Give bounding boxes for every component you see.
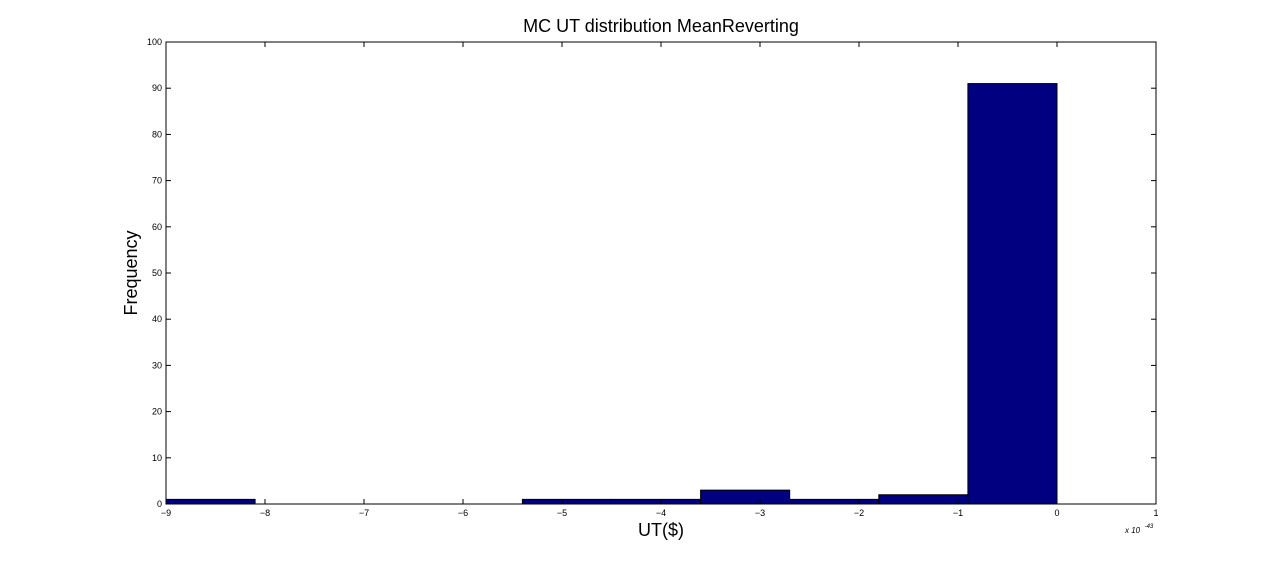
x-tick-label: −8 [260, 508, 270, 518]
y-tick-label: 90 [152, 83, 162, 93]
x-axis-exponent: x 10 -43 [1124, 520, 1154, 537]
x-tick-label: −3 [755, 508, 765, 518]
histogram-bar [878, 494, 969, 505]
chart-title: MC UT distribution MeanReverting [523, 16, 799, 36]
x-axis-exponent-power: -43 [1145, 524, 1154, 530]
x-tick-label: −1 [953, 508, 963, 518]
histogram-bar [789, 498, 880, 505]
y-axis-label: Frequency [121, 230, 141, 315]
x-tick-label: −2 [854, 508, 864, 518]
x-axis-label: UT($) [638, 520, 684, 540]
y-tick-label: 20 [152, 407, 162, 417]
x-tick-label: 1 [1153, 508, 1158, 518]
y-tick-label: 70 [152, 176, 162, 186]
x-tick-label: 0 [1054, 508, 1059, 518]
histogram-bar [967, 83, 1058, 505]
y-tick-label: 80 [152, 129, 162, 139]
y-tick-label: 60 [152, 222, 162, 232]
x-tick-label: −5 [557, 508, 567, 518]
x-tick-label: −4 [656, 508, 666, 518]
histogram-bar [700, 489, 791, 505]
histogram-bar [611, 498, 702, 505]
y-tick-label: 0 [157, 499, 162, 509]
axes-frame [165, 41, 1157, 505]
histogram-bar [165, 498, 256, 505]
y-tick-label: 10 [152, 453, 162, 463]
histogram-bar [521, 498, 613, 505]
x-tick-label: −7 [359, 508, 369, 518]
x-tick-label: −9 [161, 508, 171, 518]
x-axis-exponent-base: x 10 [1124, 526, 1141, 535]
y-tick-label: 30 [152, 360, 162, 370]
y-tick-label: 50 [152, 268, 162, 278]
bars-group [165, 83, 1058, 505]
y-tick-label: 100 [147, 37, 162, 47]
x-tick-label: −6 [458, 508, 468, 518]
y-tick-label: 40 [152, 314, 162, 324]
